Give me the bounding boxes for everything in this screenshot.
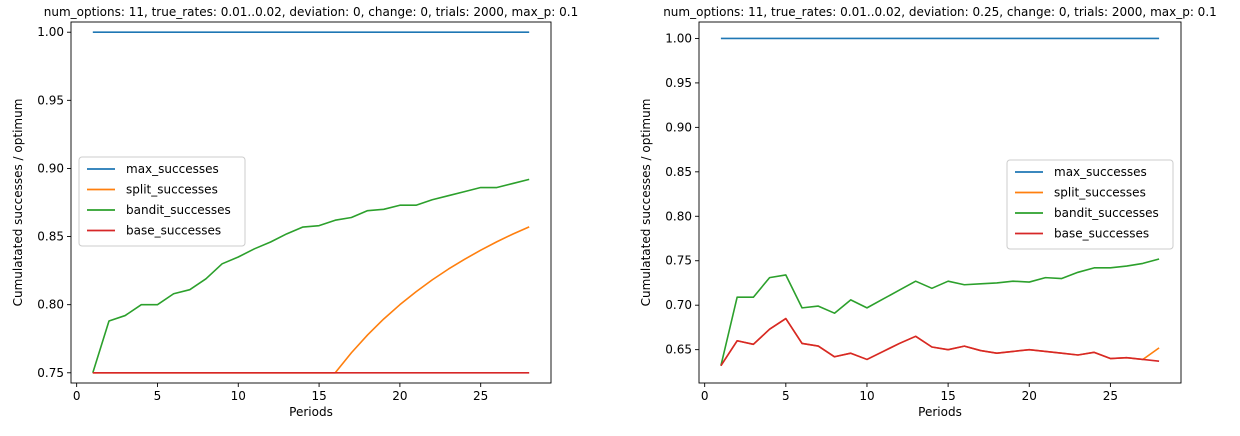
chart-1: num_options: 11, true_rates: 0.01..0.02,… (11, 5, 578, 419)
x-axis-label: Periods (918, 405, 962, 419)
x-tick-label: 20 (1022, 389, 1037, 403)
legend-box (1006, 159, 1174, 250)
legend-box (78, 156, 246, 247)
y-tick-label: 0.65 (665, 343, 692, 357)
x-tick-label: 5 (782, 389, 790, 403)
y-tick-label: 0.85 (37, 230, 64, 244)
series-line-bandit_successes (92, 178, 530, 374)
y-tick-label: 0.70 (665, 298, 692, 312)
x-tick-label: 15 (311, 389, 326, 403)
chart-2: num_options: 11, true_rates: 0.01..0.02,… (639, 5, 1217, 419)
y-tick-label: 0.90 (665, 120, 692, 134)
y-tick-label: 0.75 (37, 366, 64, 380)
legend-label: bandit_successes (1054, 206, 1159, 220)
x-tick-label: 10 (859, 389, 874, 403)
y-axis-label: Cumulatated successes / optimum (639, 99, 653, 307)
x-tick-label: 10 (231, 389, 246, 403)
x-tick-label: 25 (473, 389, 488, 403)
y-tick-label: 0.85 (665, 165, 692, 179)
legend-label: split_successes (126, 183, 218, 197)
x-tick-label: 25 (1103, 389, 1118, 403)
y-tick-label: 0.75 (665, 254, 692, 268)
legend-label: split_successes (1054, 186, 1146, 200)
plot-frame (70, 21, 552, 384)
y-axis-label: Cumulatated successes / optimum (11, 99, 25, 307)
y-tick-label: 1.00 (37, 25, 64, 39)
x-tick-label: 0 (701, 389, 709, 403)
series-group (92, 31, 530, 374)
legend: max_successes split_successes bandit_succe… (78, 156, 246, 247)
y-tick-label: 0.80 (665, 209, 692, 223)
y-tick-label: 0.95 (665, 76, 692, 90)
series-line-base_successes (720, 317, 1160, 367)
y-tick-label: 0.95 (37, 93, 64, 107)
series-line-split_successes (720, 317, 1160, 367)
x-tick-label: 15 (940, 389, 955, 403)
x-tick-label: 20 (392, 389, 407, 403)
legend-label: max_successes (126, 162, 219, 176)
legend: max_successes split_successes bandit_succe… (1006, 159, 1174, 250)
y-tick-label: 0.80 (37, 298, 64, 312)
legend-label: base_successes (126, 224, 221, 238)
x-axis-label: Periods (289, 405, 333, 419)
plot-frame (698, 21, 1182, 384)
chart-title: num_options: 11, true_rates: 0.01..0.02,… (663, 5, 1217, 19)
y-tick-label: 1.00 (665, 31, 692, 45)
legend-label: bandit_successes (126, 203, 231, 217)
series-line-split_successes (92, 226, 530, 374)
y-tick-label: 0.90 (37, 161, 64, 175)
series-group (720, 37, 1160, 367)
series-line-bandit_successes (720, 258, 1160, 366)
legend-label: max_successes (1054, 165, 1147, 179)
x-tick-label: 0 (73, 389, 81, 403)
x-tick-label: 5 (154, 389, 162, 403)
chart-title: num_options: 11, true_rates: 0.01..0.02,… (44, 5, 578, 19)
legend-label: base_successes (1054, 227, 1149, 241)
